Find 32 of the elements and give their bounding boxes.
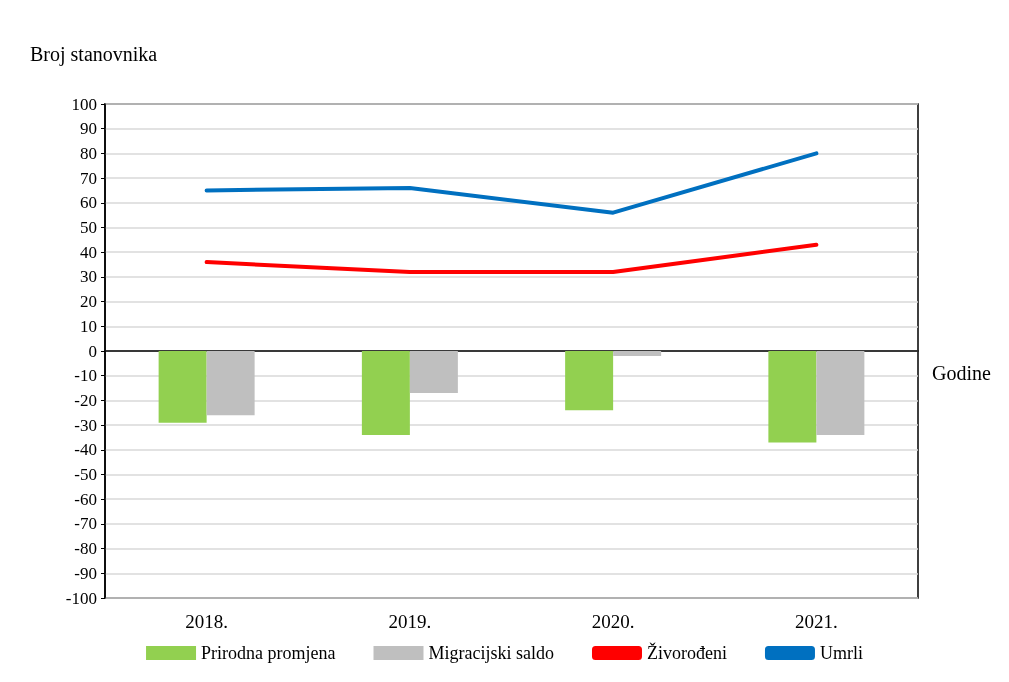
y-tick-label: 90 — [80, 119, 97, 139]
x-tick-label: 2018. — [185, 611, 228, 632]
y-axis-title: Broj stanovnika — [30, 43, 158, 66]
y-tick-label: 40 — [80, 242, 97, 262]
legend-label: Živorođeni — [646, 642, 727, 663]
line-series — [204, 151, 819, 215]
y-tick-label: 70 — [80, 168, 97, 188]
y-tick-label: -70 — [74, 514, 97, 534]
legend-label: Umrli — [819, 643, 863, 663]
y-tick-label: 60 — [80, 193, 97, 213]
y-tick-label: -100 — [65, 588, 97, 608]
y-tick-label: -20 — [74, 390, 97, 410]
y-tick-label: -90 — [74, 563, 97, 583]
y-tick-label: -60 — [74, 489, 97, 509]
y-tick-label: 20 — [80, 292, 97, 312]
y-tick-label: 50 — [80, 218, 97, 237]
x-axis-title: Godine — [932, 362, 991, 384]
x-tick-label: 2019. — [388, 611, 432, 632]
y-tick-label: 80 — [80, 143, 97, 163]
y-tick-label: 100 — [71, 94, 97, 114]
y-tick-label: -30 — [74, 415, 97, 435]
legend-label: Migracijski saldo — [428, 643, 554, 663]
x-tick-label: 2021. — [795, 611, 838, 632]
y-tick-label: -50 — [74, 465, 97, 484]
y-tick-label: -80 — [74, 539, 97, 559]
y-tick-label: -10 — [74, 366, 97, 386]
legend-label: Prirodna promjena — [201, 643, 336, 663]
y-tick-label: 30 — [80, 267, 97, 287]
x-tick-label: 2020. — [591, 611, 635, 632]
y-tick-label: -40 — [74, 440, 97, 460]
y-tick-label: 10 — [80, 316, 97, 336]
y-tick-label: 0 — [88, 341, 97, 361]
